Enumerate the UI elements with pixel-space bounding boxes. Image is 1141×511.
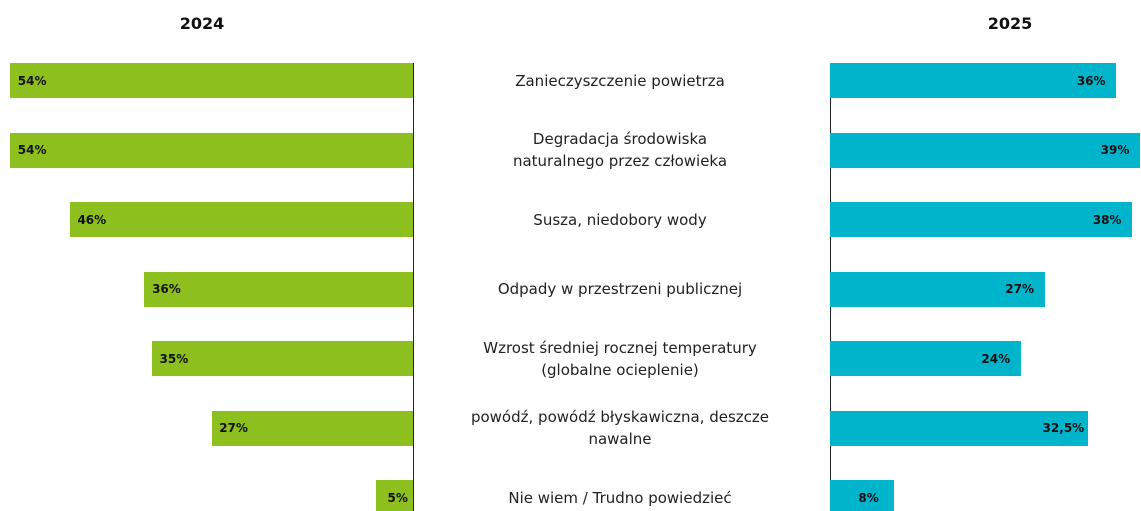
bar: [830, 341, 1021, 376]
category-label: Nie wiem / Trudno powiedzieć: [508, 488, 732, 507]
bar: [830, 480, 894, 511]
data-label: 54%: [17, 143, 47, 157]
bar: [375, 480, 413, 511]
data-label: 36%: [152, 282, 181, 296]
bar: [10, 63, 413, 98]
bar: [830, 63, 1117, 98]
category-label: Degradacja środowiska naturalnego przez …: [512, 130, 728, 170]
bar: [144, 271, 413, 307]
category-label: Susza, niedobory wody: [533, 210, 707, 229]
category-label: Zanieczyszczenie powietrza: [515, 71, 725, 90]
category-label: powódź, powódź błyskawiczna, deszcze naw…: [470, 408, 770, 448]
data-label: 27%: [1005, 282, 1035, 296]
data-label: 54%: [17, 73, 47, 88]
bar: [830, 202, 1133, 237]
axis-line: [413, 63, 414, 511]
data-label: 32,5%: [1042, 421, 1085, 435]
bar: [10, 132, 413, 168]
data-label: 5%: [387, 490, 408, 505]
data-label: 24%: [981, 351, 1011, 366]
legend-label: 2024: [179, 14, 225, 33]
data-label: 36%: [1076, 73, 1106, 88]
bar: [830, 132, 1141, 168]
bar: [151, 341, 413, 376]
data-label: 39%: [1100, 143, 1130, 157]
data-label: 8%: [858, 490, 879, 505]
bar: [830, 271, 1045, 307]
legend-label: 2025: [987, 14, 1033, 33]
bar: [211, 410, 413, 446]
bar: [69, 202, 413, 237]
category-label: Wzrost średniej rocznej temperatury (glo…: [483, 338, 757, 379]
bar: [830, 410, 1089, 446]
data-label: 27%: [219, 421, 248, 435]
data-label: 38%: [1092, 212, 1122, 227]
data-label: 35%: [159, 351, 189, 366]
category-label: Odpady w przestrzeni publicznej: [497, 280, 743, 298]
data-label: 46%: [77, 212, 107, 227]
